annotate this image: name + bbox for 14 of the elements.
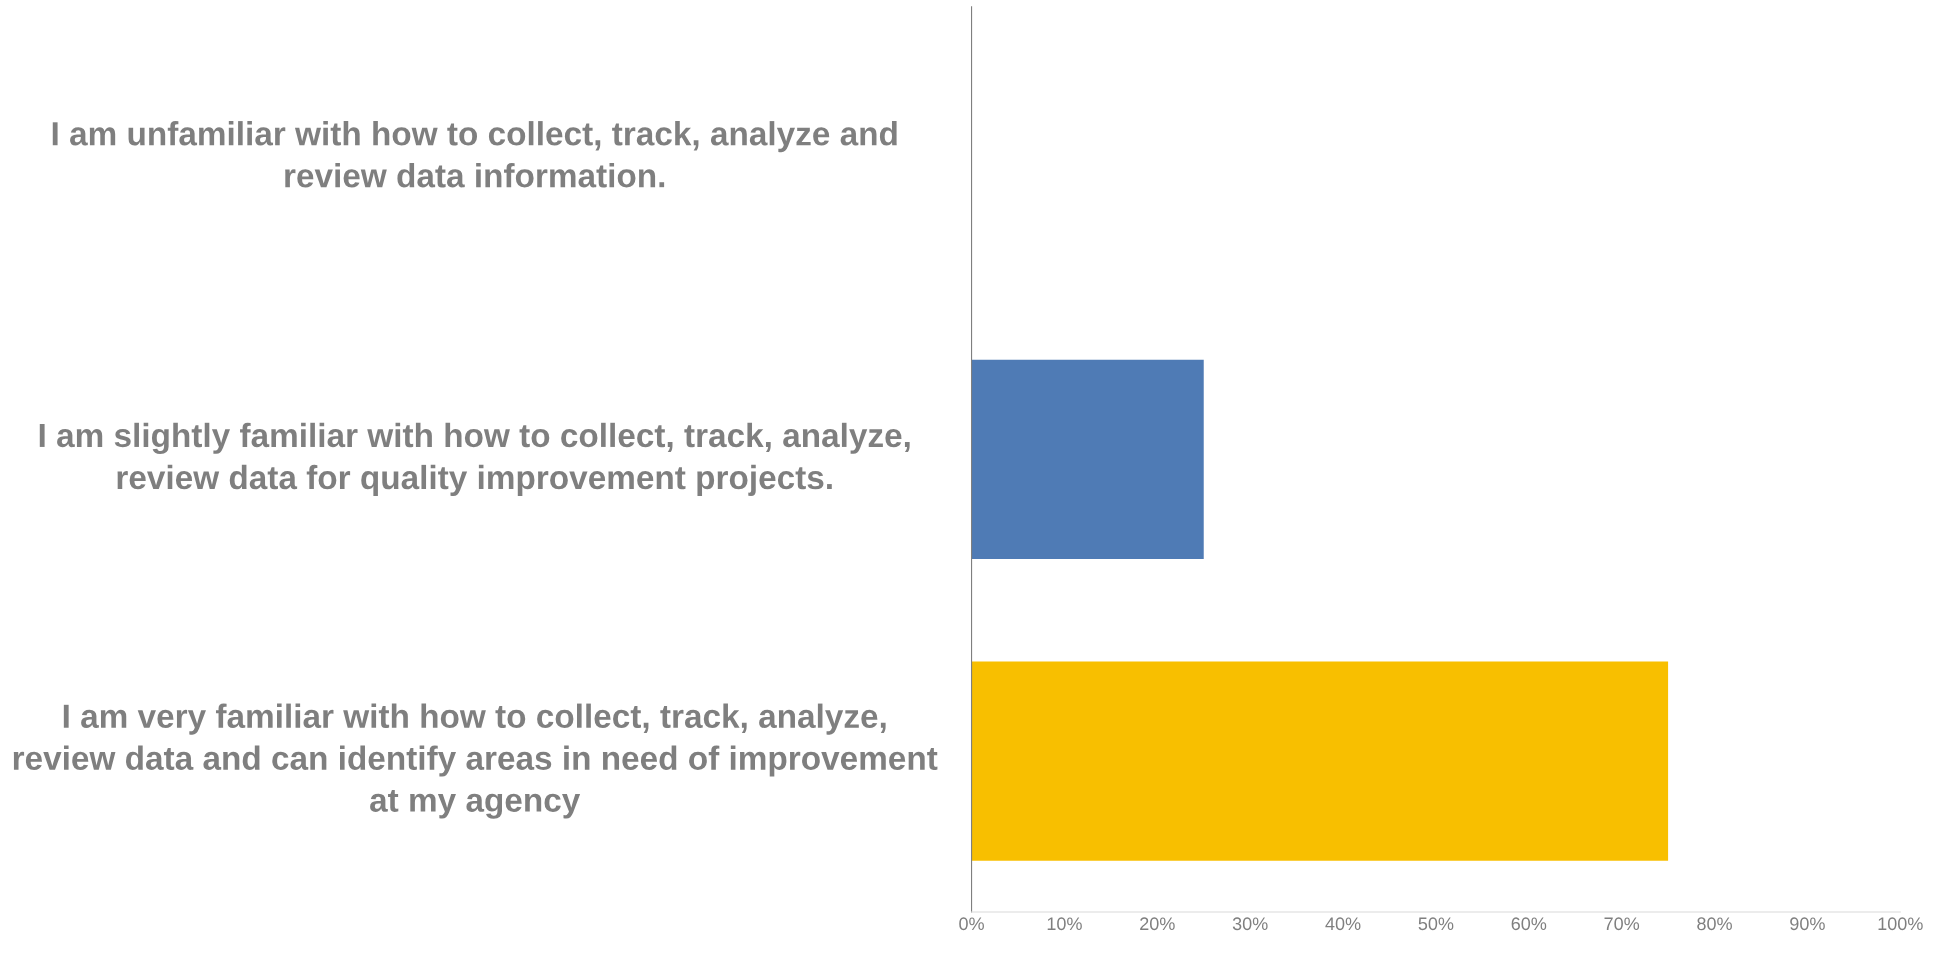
x-tick-label: 10% xyxy=(1047,917,1082,931)
x-tick-label: 40% xyxy=(1325,917,1361,931)
x-tick-label: 0% xyxy=(959,917,984,931)
x-tick-label: 20% xyxy=(1140,917,1175,931)
x-tick-label: 100% xyxy=(1878,917,1923,931)
x-tick-label: 60% xyxy=(1511,917,1547,931)
x-tick-label: 70% xyxy=(1604,917,1640,931)
x-tick-label: 80% xyxy=(1697,917,1732,931)
y-tick-label: I am very familiar with how to collect, track, analyze, review data and can identify areas in need of improvement at my agency xyxy=(13,703,938,819)
y-tick-label: I am slightly familiar with how to collect, track, analyze, review data for quality improvement projects. xyxy=(39,422,910,496)
x-tick-label: 30% xyxy=(1232,917,1268,931)
y-tick-label: I am unfamiliar with how to collect, track, analyze and review data information. xyxy=(52,121,897,188)
x-tick-label: 50% xyxy=(1418,917,1454,931)
x-tick-label: 90% xyxy=(1790,917,1825,931)
